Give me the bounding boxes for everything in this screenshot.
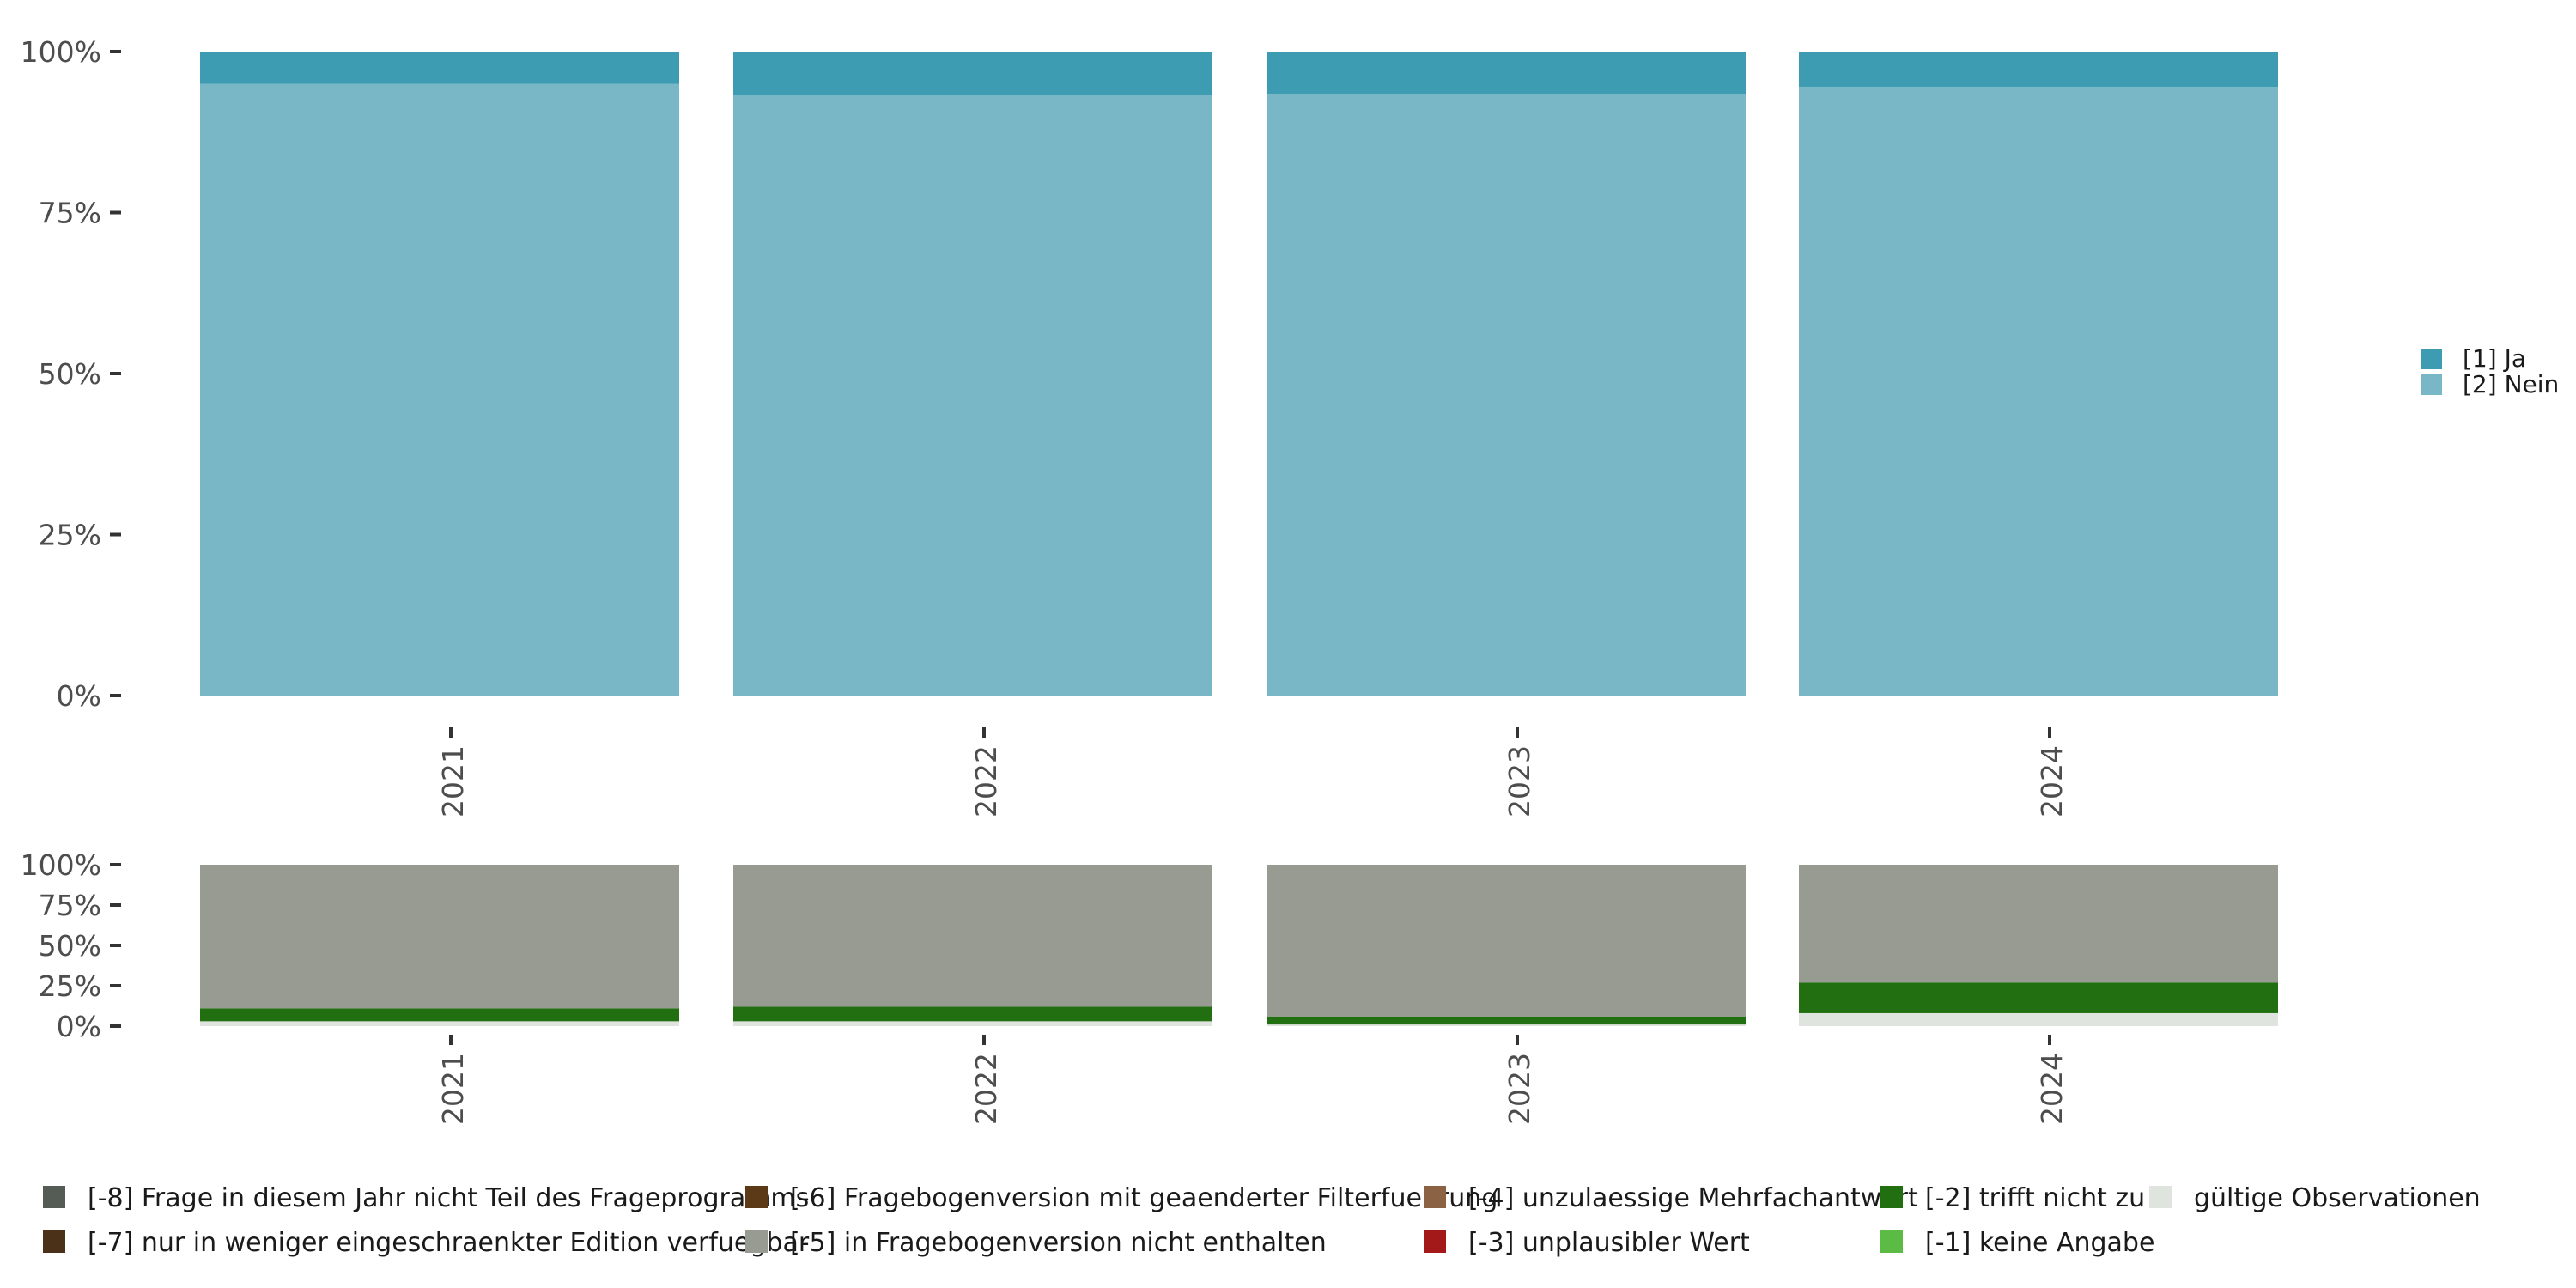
y-tick-label: 50%: [39, 929, 101, 963]
bar-segment: [1799, 52, 2278, 88]
bar-segment: [200, 1008, 679, 1022]
x-tick-label: 2023: [1503, 745, 1536, 817]
x-tick-label: 2021: [436, 1053, 470, 1125]
bar-segment: [1267, 1024, 1746, 1026]
y-tick-label: 75%: [39, 197, 101, 230]
y-tick-label: 25%: [39, 519, 101, 552]
legend-label: [-4] unzulaessige Mehrfachantwort: [1468, 1183, 1918, 1213]
x-tick-label: 2022: [969, 1053, 1003, 1125]
bar-segment: [1267, 94, 1746, 696]
bottom-panel: 0% 25% 50% 75% 100% 2021 2022 2023 2024: [21, 848, 2278, 1125]
bar-segment: [733, 1021, 1212, 1026]
bar-segment: [1267, 1016, 1746, 1025]
bar-segment: [733, 865, 1212, 1007]
legend-swatch: [1424, 1230, 1446, 1253]
bar-segment: [1267, 865, 1746, 1017]
bar-segment: [1799, 865, 2278, 983]
legend-label: [-7] nur in weniger eingeschraenkter Edi…: [88, 1228, 810, 1258]
x-tick-label: 2023: [1503, 1053, 1536, 1125]
x-tick-label: 2024: [2035, 1053, 2069, 1125]
legend-label: [-5] in Fragebogenversion nicht enthalte…: [790, 1228, 1327, 1258]
bar-segment: [1799, 87, 2278, 696]
legend-label: [1] Ja: [2463, 344, 2526, 373]
legend-label: [-3] unplausibler Wert: [1468, 1228, 1750, 1258]
legend-swatch: [745, 1186, 768, 1208]
bar-segment: [733, 52, 1212, 95]
legend-swatch: [43, 1230, 65, 1253]
x-tick-label: 2024: [2035, 745, 2069, 817]
legend-swatch: [43, 1186, 65, 1208]
bar-segment: [1799, 1012, 2278, 1026]
legend-label: [-8] Frage in diesem Jahr nicht Teil des…: [88, 1183, 809, 1213]
legend-label: [-1] keine Angabe: [1925, 1228, 2154, 1258]
bar-segment: [733, 1006, 1212, 1022]
y-tick-label: 0%: [57, 1010, 101, 1043]
legend-label: [-2] trifft nicht zu: [1925, 1183, 2145, 1213]
top-panel: 0% 25% 50% 75% 100% 2021 2022 2023 2024: [21, 35, 2278, 817]
bar-segment: [1267, 52, 1746, 94]
right-legend: [1] Ja[2] Nein: [2421, 344, 2559, 398]
legend-swatch: [1880, 1230, 1903, 1253]
bottom-legend: [-8] Frage in diesem Jahr nicht Teil des…: [43, 1183, 2481, 1258]
legend-label: [2] Nein: [2463, 370, 2559, 398]
x-tick-label: 2021: [436, 745, 470, 817]
legend-swatch: [1880, 1186, 1903, 1208]
legend-label: gültige Observationen: [2194, 1183, 2481, 1213]
legend-swatch: [2149, 1186, 2172, 1208]
bar-segment: [733, 95, 1212, 696]
y-tick-label: 100%: [21, 848, 101, 882]
legend-label: [-6] Fragebogenversion mit geaenderter F…: [790, 1183, 1498, 1213]
y-tick-label: 75%: [39, 889, 101, 922]
legend-swatch: [745, 1230, 768, 1253]
y-tick-label: 0%: [57, 679, 101, 713]
legend-swatch: [2421, 374, 2442, 395]
bar-segment: [1799, 982, 2278, 1013]
y-tick-label: 25%: [39, 969, 101, 1003]
y-tick-label: 100%: [21, 35, 101, 69]
legend-swatch: [2421, 349, 2442, 369]
bar-segment: [200, 865, 679, 1009]
y-tick-label: 50%: [39, 357, 101, 391]
x-tick-label: 2022: [969, 745, 1003, 817]
bar-segment: [200, 52, 679, 84]
bar-segment: [200, 1021, 679, 1026]
bar-segment: [200, 83, 679, 696]
legend-swatch: [1424, 1186, 1446, 1208]
